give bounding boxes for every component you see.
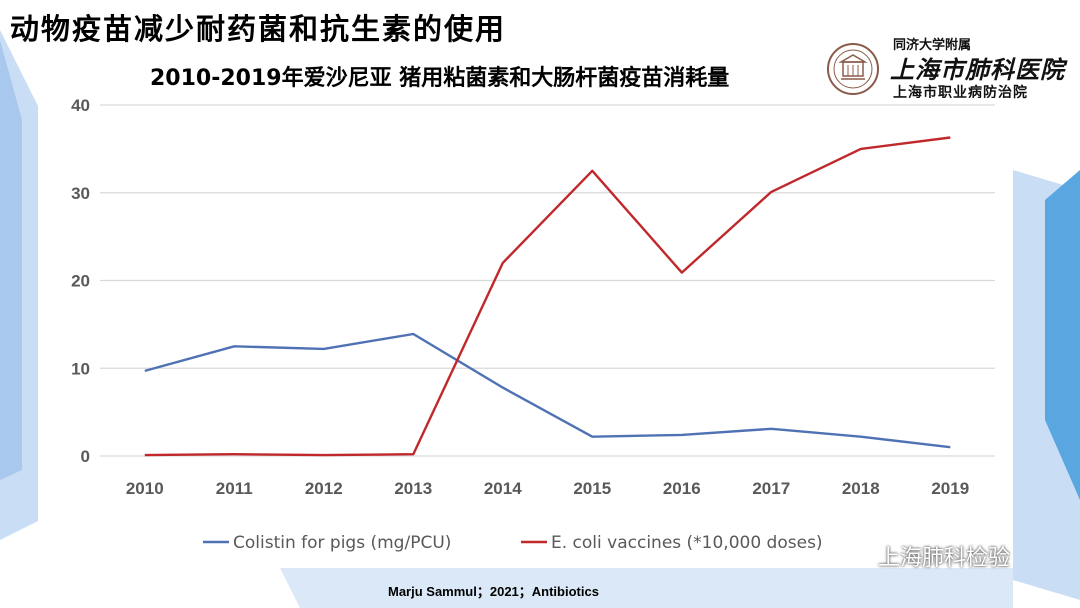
x-tick-label: 2019 (931, 479, 969, 498)
watermark-text: 上海肺科检验 (878, 546, 1011, 571)
series-line-1 (144, 332, 951, 449)
watermark: 上海肺科检验 (838, 540, 1010, 572)
series-line-2 (144, 136, 951, 457)
x-tick-label: 2011 (216, 479, 253, 498)
hospital-affiliation: 同济大学附属 (893, 38, 972, 53)
y-tick-label: 10 (71, 359, 90, 378)
right-accent-shape-dark (1045, 170, 1080, 500)
chart-title: 2010-2019年爱沙尼亚 猪用粘菌素和大肠杆菌疫苗消耗量 (150, 66, 730, 91)
y-tick-labels: 0 10 20 30 40 (71, 98, 90, 466)
slide-title: 动物疫苗减少耐药菌和抗生素的使用 (10, 12, 507, 46)
legend-label: Colistin for pigs (mg/PCU) (233, 533, 451, 553)
x-tick-label: 2015 (573, 479, 611, 498)
y-tick-label: 20 (71, 272, 90, 291)
hospital-seal-icon (827, 43, 879, 95)
hospital-logo (826, 42, 880, 96)
chart-panel: 0 10 20 30 40 2010 2011 2012 2013 2014 2015 2016 20… (38, 98, 1013, 568)
bottom-accent-shape (280, 568, 1013, 608)
grid-lines (100, 104, 995, 457)
x-tick-label: 2016 (663, 479, 701, 498)
x-tick-label: 2012 (305, 479, 343, 498)
x-tick-labels: 2010 2011 2012 2013 2014 2015 2016 2017 2018 2019 (126, 479, 969, 498)
citation: Marju Sammul；2021；Antibiotics (388, 584, 599, 599)
x-tick-label: 2018 (842, 479, 880, 498)
x-tick-label: 2013 (394, 479, 432, 498)
wechat-icon (839, 543, 870, 568)
y-tick-label: 0 (81, 447, 90, 466)
x-tick-label: 2014 (484, 479, 522, 498)
legend: Colistin for pigs (mg/PCU) E. coli vaccin… (203, 533, 823, 553)
y-tick-label: 30 (71, 184, 90, 203)
x-tick-label: 2017 (752, 479, 790, 498)
series-lines (144, 136, 951, 457)
x-tick-label: 2010 (126, 479, 164, 498)
left-accent-shape-dark (0, 40, 22, 480)
y-tick-label: 40 (71, 98, 90, 115)
legend-label: E. coli vaccines (*10,000 doses) (551, 533, 823, 553)
hospital-subtitle: 上海市职业病防治院 (893, 85, 1028, 101)
hospital-name: 上海市肺科医院 (890, 55, 1065, 84)
